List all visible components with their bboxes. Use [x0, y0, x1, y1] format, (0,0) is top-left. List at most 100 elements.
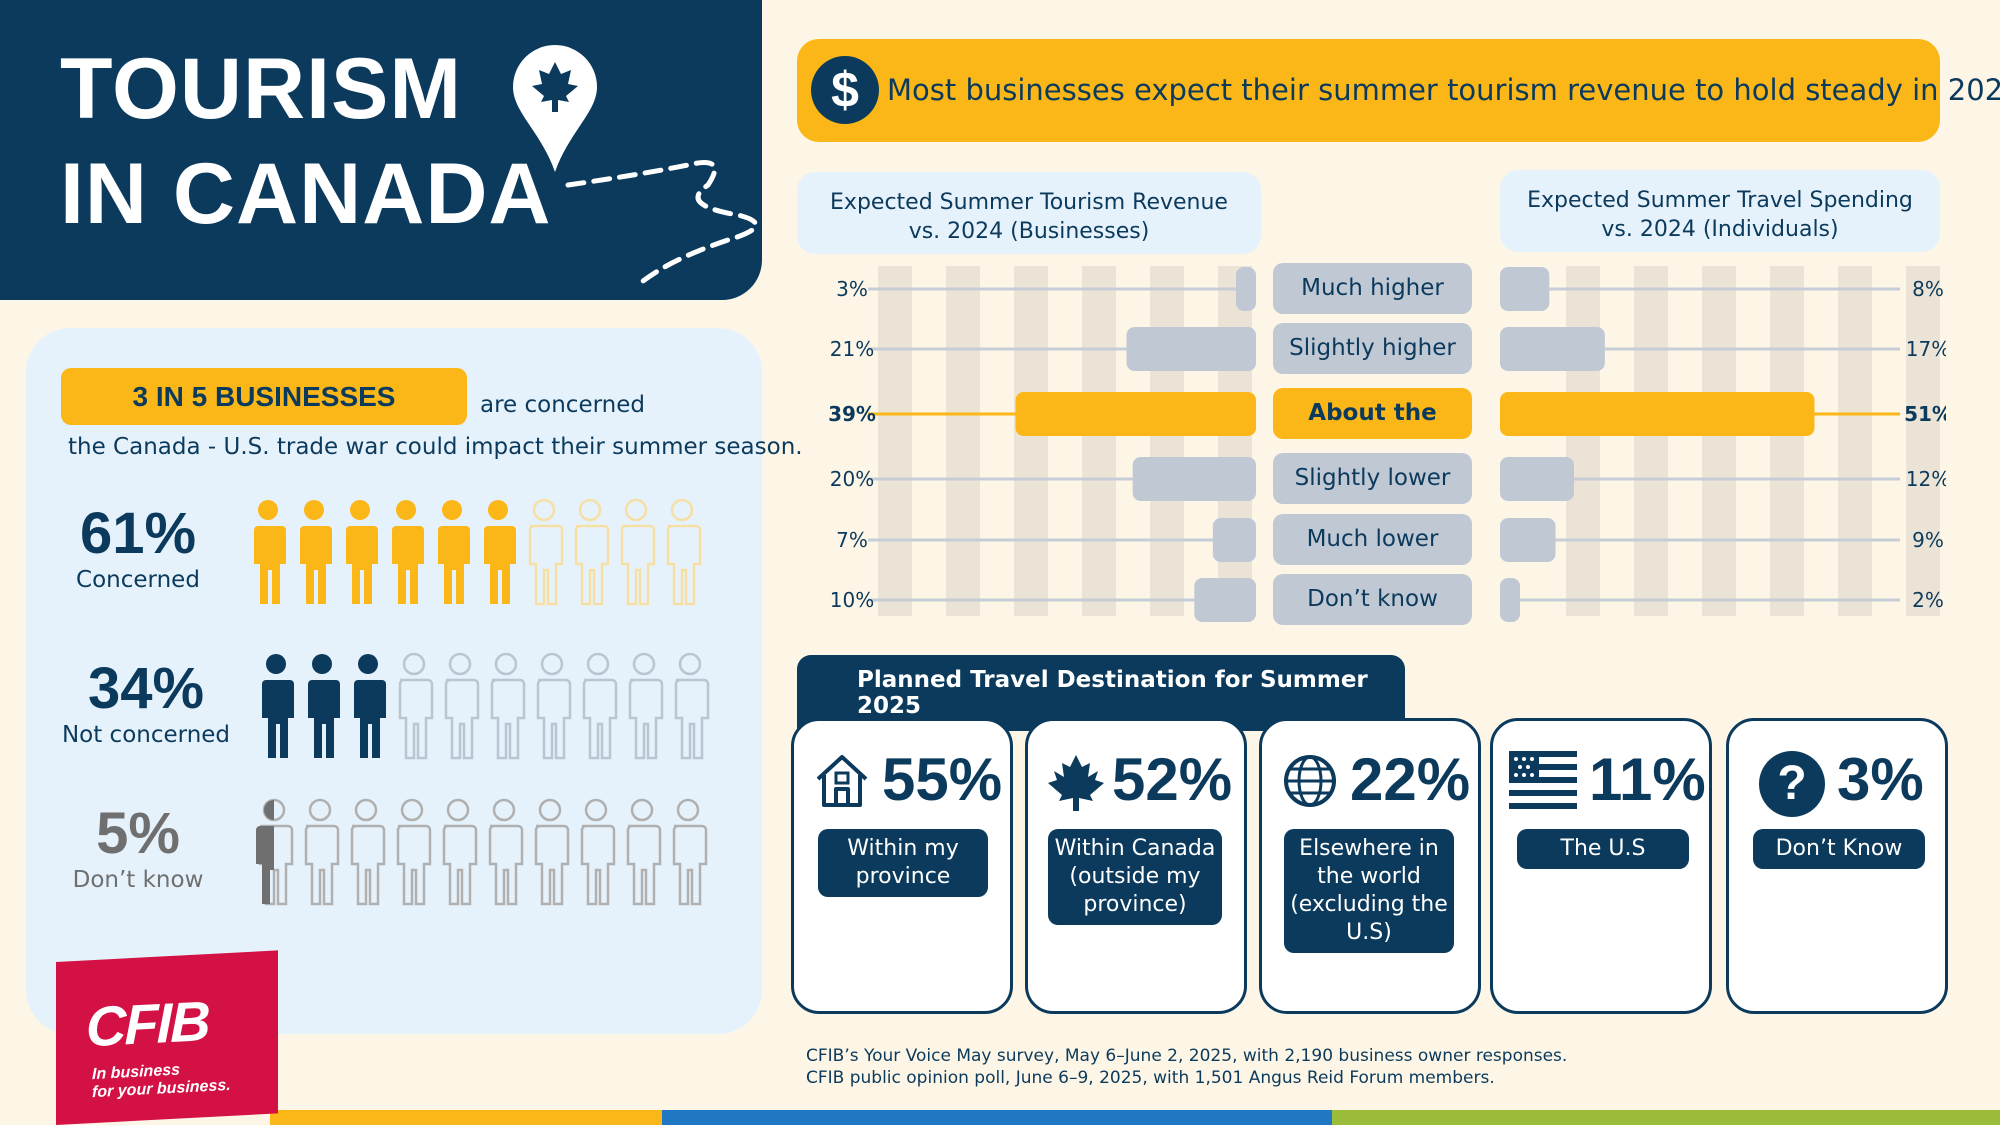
destination-card-province: 55% Within my province	[791, 718, 1013, 1014]
canada-label: Within Canada (outside my province)	[1048, 829, 1222, 925]
bar-slightly-higher	[1126, 327, 1256, 371]
title-panel: TOURISM IN CANADA	[0, 0, 762, 300]
category-about-the-same: About the same	[1273, 388, 1472, 477]
destination-card-dont-know: ? 3% Don’t Know	[1726, 718, 1948, 1014]
person-icon	[628, 652, 664, 760]
category-dont-know: Don’t know	[1273, 574, 1472, 625]
canada-pct: 52%	[1112, 746, 1233, 813]
individual-chart-title: Expected Summer Travel Spending vs. 2024…	[1500, 170, 1940, 252]
person-icon	[484, 500, 516, 604]
bar-value-label: 8%	[1912, 277, 1944, 301]
grid-stripe	[1082, 266, 1116, 616]
title-line-2: IN CANADA	[60, 146, 552, 242]
cfib-tagline: In business for your business.	[92, 1059, 231, 1102]
map-pin-route-icon	[513, 45, 759, 288]
person-icon	[350, 798, 386, 906]
province-label: Within my province	[818, 829, 988, 897]
cfib-wordmark: CFIB	[86, 988, 209, 1059]
province-pct: 55%	[882, 746, 1003, 813]
person-icon	[438, 500, 470, 604]
house-icon	[816, 755, 868, 807]
us-flag-icon	[1509, 751, 1577, 811]
business-chart-title: Expected Summer Tourism Revenue vs. 2024…	[797, 172, 1261, 254]
bar-slightly-lower	[1500, 457, 1574, 501]
category-much-higher: Much higher	[1273, 263, 1472, 314]
person-icon	[534, 798, 570, 906]
dont-know-dest-pct: 3%	[1837, 746, 1924, 813]
person-icon	[488, 798, 524, 906]
dont-know-pictogram	[256, 798, 708, 906]
bar-slightly-lower	[1132, 457, 1256, 501]
person-icon	[574, 498, 610, 606]
world-pct: 22%	[1350, 746, 1471, 813]
bar-value-label: 2%	[1912, 588, 1944, 612]
dollar-icon: $	[811, 56, 879, 124]
bar-value-label: 7%	[836, 528, 868, 552]
person-icon	[396, 798, 432, 906]
person-icon	[444, 652, 480, 760]
person-icon	[580, 798, 616, 906]
person-icon	[536, 652, 572, 760]
person-icon	[308, 654, 340, 758]
grid-stripe	[1906, 266, 1940, 616]
concerned-label: Concerned	[76, 567, 200, 593]
bar-about-the-same	[1015, 392, 1256, 436]
grid-stripe	[1770, 266, 1804, 616]
headline-banner: $ Most businesses expect their summer to…	[797, 39, 2000, 142]
dont-know-dest-label: Don’t Know	[1753, 829, 1925, 869]
person-icon	[254, 500, 286, 604]
dont-know-label: Don’t know	[72, 867, 204, 893]
person-icon	[346, 500, 378, 604]
source-line-2: CFIB public opinion poll, June 6–9, 2025…	[806, 1068, 1495, 1088]
concern-text-line-2: the Canada - U.S. trade war could impact…	[68, 434, 803, 460]
person-icon	[490, 652, 526, 760]
business-revenue-chart: 3% 21% 39% 20% 7% 10%	[828, 266, 1256, 622]
concern-text-line-1: are concerned	[480, 392, 645, 418]
grid-stripe	[1702, 266, 1736, 616]
grid-stripe	[878, 266, 912, 616]
person-icon	[674, 652, 710, 760]
business-chart-title-line-1: Expected Summer Tourism Revenue	[830, 190, 1228, 215]
individual-spending-chart: 8% 17% 51% 12% 9% 2%	[1500, 266, 1946, 622]
person-icon	[256, 798, 294, 906]
not-concerned-pct: 34%	[87, 656, 205, 721]
destination-card-world: 22% Elsewhere in the world (excluding th…	[1259, 718, 1481, 1014]
bar-slightly-higher	[1500, 327, 1605, 371]
category-slightly-higher: Slightly higher	[1273, 323, 1472, 374]
bar-about-the-same	[1500, 392, 1815, 436]
cfib-logo: CFIB In business for your business.	[56, 950, 278, 1125]
grid-stripe	[1218, 266, 1252, 616]
person-icon	[528, 498, 564, 606]
dont-know-pct: 5%	[96, 801, 180, 866]
person-icon	[300, 500, 332, 604]
bottom-stripe-blue	[662, 1110, 1332, 1125]
concerned-pct: 61%	[79, 501, 197, 566]
bar-value-label: 9%	[1912, 528, 1944, 552]
bottom-stripe-green	[1332, 1110, 2000, 1125]
person-icon	[666, 498, 702, 606]
us-label: The U.S	[1517, 829, 1689, 869]
person-icon	[304, 798, 340, 906]
grid-stripe	[1150, 266, 1184, 616]
business-chart-title-line-2: vs. 2024 (Businesses)	[908, 219, 1150, 244]
person-icon	[582, 652, 618, 760]
bar-value-label: 3%	[836, 277, 868, 301]
bar-don-t-know	[1500, 578, 1520, 622]
category-slightly-lower: Slightly lower	[1273, 453, 1472, 504]
bar-value-label: 51%	[1904, 402, 1946, 426]
not-concerned-pictogram	[262, 652, 710, 760]
person-icon	[354, 654, 386, 758]
maple-leaf-icon	[1048, 755, 1104, 811]
us-pct: 11%	[1589, 746, 1706, 813]
person-icon	[672, 798, 708, 906]
person-icon	[398, 652, 434, 760]
concerned-pictogram	[254, 498, 702, 606]
title-line-1: TOURISM	[60, 41, 462, 137]
globe-icon	[1284, 755, 1336, 807]
headline-text: Most businesses expect their summer tour…	[887, 73, 2000, 107]
bar-value-label: 21%	[830, 337, 874, 361]
grid-stripe	[1014, 266, 1048, 616]
bar-value-label: 10%	[830, 588, 874, 612]
bar-value-label: 39%	[828, 402, 876, 426]
bar-value-label: 12%	[1906, 467, 1946, 491]
